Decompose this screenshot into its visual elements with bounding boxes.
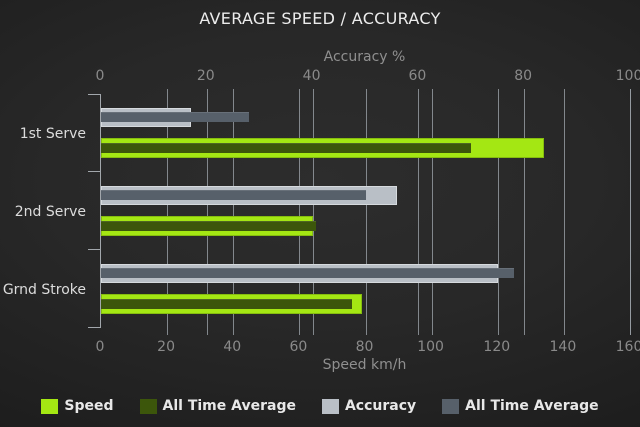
- legend-item-1[interactable]: All Time Average: [139, 398, 296, 414]
- bottom-tick-label: 120: [483, 339, 511, 355]
- legend-item-2[interactable]: Accuracy: [321, 398, 417, 414]
- grid-line: [524, 89, 526, 335]
- legend-swatch-icon: [442, 398, 460, 414]
- top-tick-label: 20: [196, 68, 215, 84]
- legend-item-label: Accuracy: [344, 398, 417, 414]
- grid-line: [431, 89, 433, 335]
- bottom-tick-label: 20: [157, 339, 176, 355]
- grid-line: [299, 89, 301, 335]
- bar-speed-average-grnd-stroke[interactable]: [101, 299, 353, 309]
- bottom-tick-label: 60: [289, 339, 308, 355]
- chart-title: AVERAGE SPEED / ACCURACY: [199, 9, 441, 28]
- legend-swatch-icon: [41, 398, 59, 414]
- bar-accuracy-average-1st-serve[interactable]: [101, 112, 250, 122]
- bar-speed-average-1st-serve[interactable]: [101, 143, 472, 153]
- top-axis-title: Accuracy %: [323, 49, 406, 65]
- bar-accuracy-average-2nd-serve[interactable]: [101, 190, 366, 200]
- bottom-tick-label: 80: [355, 339, 374, 355]
- category-label-1st-serve: 1st Serve: [19, 126, 86, 142]
- bottom-tick-label: 100: [417, 339, 444, 355]
- category-label-grnd-stroke: Grnd Stroke: [2, 282, 86, 298]
- grid-line: [418, 89, 420, 335]
- legend-item-label: Speed: [64, 398, 114, 414]
- axis-edge-tick: [88, 327, 101, 328]
- axis-edge-tick: [88, 94, 101, 95]
- bottom-tick-label: 160: [615, 339, 640, 355]
- grid-line: [630, 89, 631, 335]
- top-tick-label: 100: [615, 68, 640, 84]
- grid-line: [563, 89, 565, 335]
- grid-line: [312, 89, 314, 335]
- axis-edge-tick: [88, 249, 101, 250]
- legend-item-label: All Time Average: [465, 398, 599, 414]
- bar-speed-average-2nd-serve[interactable]: [101, 221, 316, 231]
- top-tick-label: 40: [302, 68, 321, 84]
- bottom-axis-title: Speed km/h: [322, 357, 407, 373]
- legend-swatch-icon: [139, 398, 157, 414]
- grid-line: [233, 89, 235, 335]
- top-tick-label: 60: [408, 68, 427, 84]
- chart-legend: Speed All Time Average Accuracy All Time Av…: [0, 398, 640, 414]
- grid-line: [497, 89, 499, 335]
- legend-swatch-icon: [321, 398, 339, 414]
- grid-line: [365, 89, 367, 335]
- grid-line: [167, 89, 169, 335]
- legend-item-3[interactable]: All Time Average: [442, 398, 599, 414]
- bar-accuracy-average-grnd-stroke[interactable]: [101, 268, 514, 278]
- legend-item-0[interactable]: Speed: [41, 398, 114, 414]
- category-label-2nd-serve: 2nd Serve: [14, 204, 86, 220]
- bottom-tick-label: 0: [95, 339, 105, 355]
- axis-edge-tick: [88, 171, 101, 172]
- bottom-tick-label: 40: [223, 339, 242, 355]
- bottom-tick-label: 140: [549, 339, 577, 355]
- plot-area: [88, 89, 631, 335]
- legend-item-label: All Time Average: [162, 398, 296, 414]
- grid-line: [206, 89, 208, 335]
- top-tick-label: 80: [514, 68, 533, 84]
- top-tick-label: 0: [95, 68, 105, 84]
